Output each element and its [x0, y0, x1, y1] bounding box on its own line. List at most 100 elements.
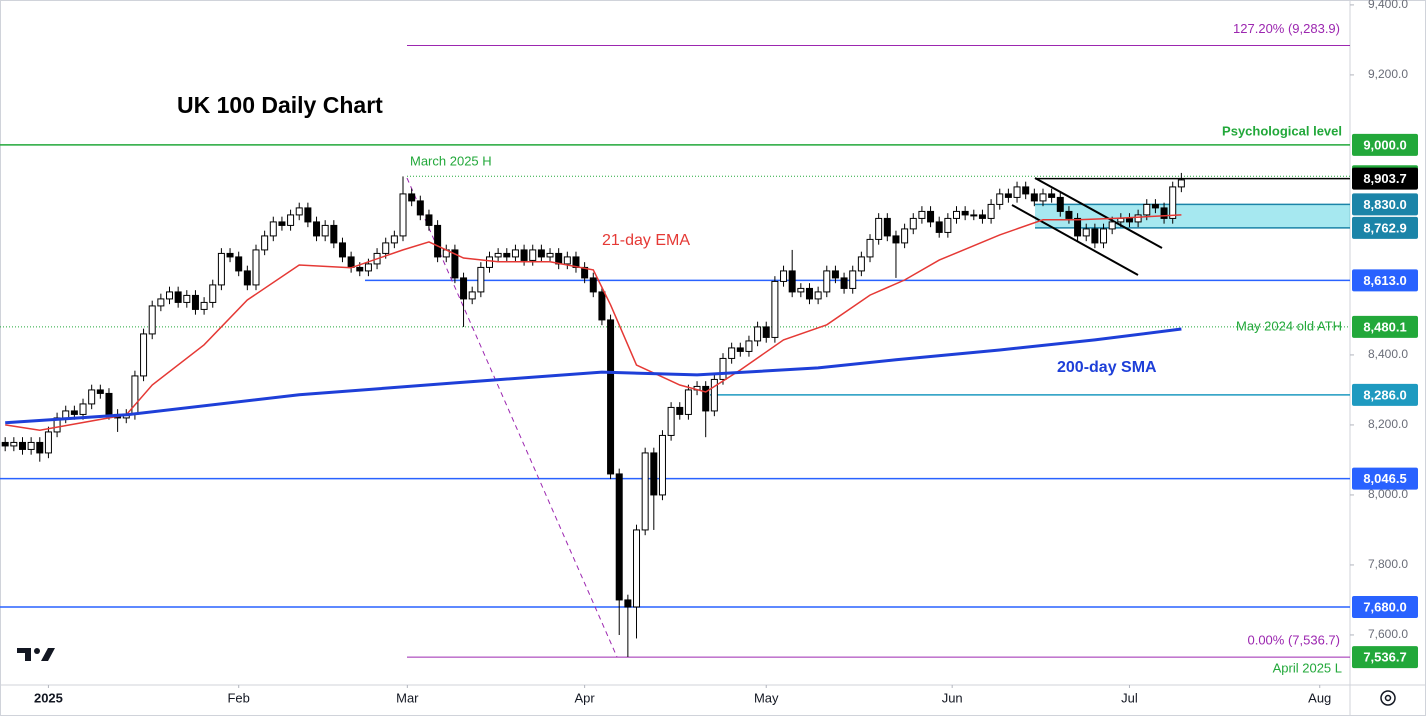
candle-body — [105, 392, 113, 415]
fib-label: 127.20% (9,283.9) — [1233, 21, 1340, 36]
candle-body — [866, 238, 874, 258]
candle-body — [287, 214, 295, 226]
candle-body — [261, 235, 269, 251]
candle-body — [304, 207, 312, 223]
candle-body — [217, 252, 225, 286]
candle-body — [1160, 207, 1168, 219]
candle-body — [823, 270, 831, 293]
candle-body — [451, 249, 459, 279]
candle-body — [935, 221, 943, 233]
candle-body — [477, 266, 485, 293]
chart-title: UK 100 Daily Chart — [177, 92, 383, 118]
candle-body — [1013, 186, 1021, 198]
candle-body — [762, 326, 770, 338]
candle-body — [200, 301, 208, 310]
candle-body — [96, 389, 104, 394]
candle-body — [434, 224, 442, 258]
candle-body — [313, 221, 321, 237]
candle-body — [460, 277, 468, 300]
candle-body — [797, 287, 805, 293]
candle-body — [148, 305, 156, 335]
candle-body — [278, 221, 286, 226]
level-box — [1352, 167, 1418, 190]
candle-body — [494, 252, 502, 258]
candle-body — [166, 291, 174, 300]
series-label: 21-day EMA — [602, 232, 690, 249]
level-box — [1352, 216, 1418, 239]
candle-body — [209, 284, 217, 303]
candle-body — [840, 277, 848, 289]
zone — [1035, 204, 1350, 228]
level-label: 8,046.5 — [1363, 471, 1406, 486]
candle-body — [710, 378, 718, 412]
candle-body — [961, 210, 969, 216]
candle-body — [1082, 228, 1090, 237]
settings-icon[interactable] — [1380, 690, 1396, 706]
candle-body — [44, 431, 52, 454]
candle-body — [1065, 210, 1073, 219]
candle-body — [226, 252, 234, 258]
candle-body — [978, 214, 986, 219]
candle-body — [1022, 186, 1030, 195]
candle-body — [79, 403, 87, 415]
candle-body — [788, 270, 796, 293]
candle-body — [364, 263, 372, 272]
candle-body — [684, 389, 692, 415]
candle-body — [996, 193, 1004, 205]
candle-body — [157, 298, 165, 307]
y-tick-label: 8,000.0 — [1368, 487, 1408, 501]
candle-body — [330, 224, 338, 244]
x-tick-label: Jul — [1121, 690, 1138, 705]
candle-body — [831, 270, 839, 279]
channel-lower — [1011, 204, 1139, 276]
candle-body — [1151, 203, 1159, 209]
candle-body — [581, 266, 589, 279]
candle-body — [18, 441, 26, 450]
candle-body — [987, 203, 995, 219]
candle-body — [598, 291, 606, 321]
candle-body — [814, 291, 822, 300]
candle-body — [1108, 221, 1116, 230]
candle-body — [676, 406, 684, 415]
candle-body — [485, 256, 493, 268]
candle-body — [607, 319, 615, 475]
y-tick-label: 8,200.0 — [1368, 417, 1408, 431]
candle-body — [927, 210, 935, 223]
candle-body — [719, 357, 727, 380]
candle-body — [857, 256, 865, 272]
labels-layer: 9,400.0 9,200.0 8,400.0 8,200.0 8,000.0 7,800… — [34, 0, 1418, 705]
level-label: 8,903.7 — [1363, 171, 1406, 186]
x-tick-label: Feb — [227, 690, 249, 705]
lines-layer — [5, 214, 1182, 431]
candle-body — [918, 210, 926, 219]
candle-body — [511, 249, 519, 258]
fib-label: 0.00% (7,536.7) — [1247, 633, 1340, 648]
level-label: 7,536.7 — [1363, 650, 1406, 665]
candle-body — [235, 256, 243, 272]
candle-body — [1074, 217, 1082, 237]
x-tick-label: Mar — [396, 690, 419, 705]
candle-body — [1134, 214, 1142, 223]
candle-body — [944, 217, 952, 233]
level-label: 8,480.1 — [1363, 319, 1406, 334]
x-tick-label: Aug — [1308, 690, 1331, 705]
candle-body — [849, 270, 857, 289]
candle-body — [338, 242, 346, 258]
x-tick-label: May — [754, 690, 779, 705]
background-layer — [0, 45, 1350, 658]
candle-body — [1125, 217, 1133, 223]
candle-body — [771, 280, 779, 338]
candle-body — [131, 375, 139, 415]
candle-body — [468, 291, 476, 300]
candle-body — [503, 252, 511, 258]
candle-body — [883, 217, 891, 237]
level-label: 9,000.0 — [1363, 137, 1406, 152]
level-box — [1352, 646, 1418, 669]
candle-body — [243, 270, 251, 286]
moving-average — [5, 327, 1182, 425]
candle-body — [70, 410, 78, 415]
level-note: Psychological level — [1222, 123, 1342, 138]
candle-body — [347, 256, 355, 268]
